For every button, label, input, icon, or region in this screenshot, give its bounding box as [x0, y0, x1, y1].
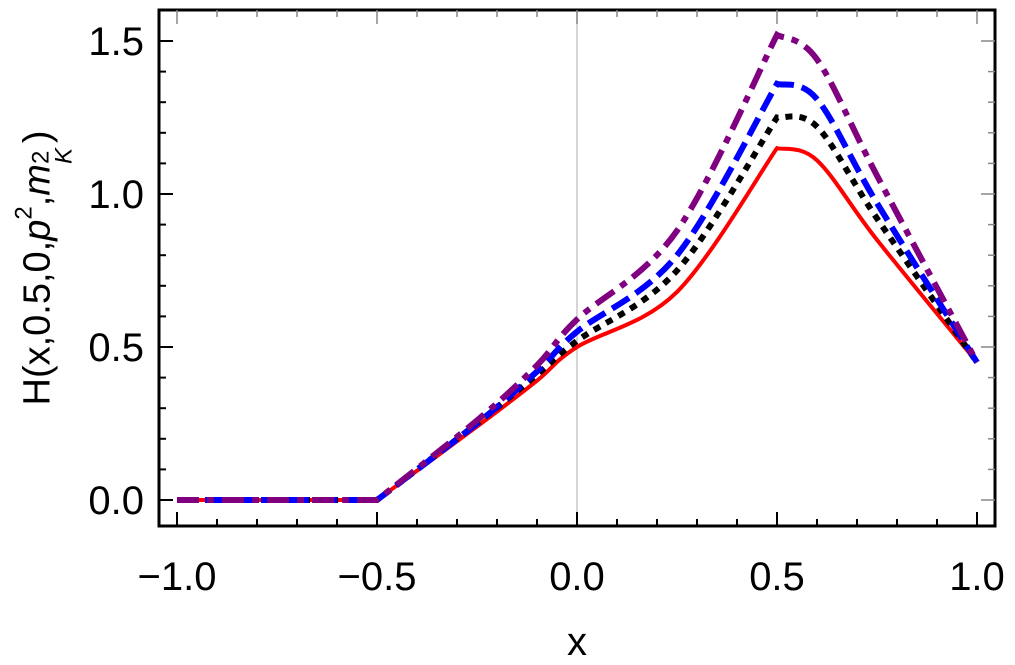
y-tick-label: 0.5 [88, 326, 144, 370]
series-layer [176, 30, 980, 504]
x-tick-label: 0.5 [749, 555, 805, 599]
x-tick-label: −0.5 [338, 555, 417, 599]
x-tick-label: 1.0 [949, 555, 1005, 599]
y-tick-label: 1.0 [88, 173, 144, 217]
y-tick-label: 1.5 [88, 20, 144, 64]
series-purple-dashdot [176, 30, 980, 504]
y-axis-title-container: H(x,0.5,0,p2,m 2 K) [8, 10, 78, 526]
y-axis-title: H(x,0.5,0,p2,m 2 K) [11, 130, 78, 406]
y-title-prefix: H(x,0.5,0, [16, 240, 59, 406]
axis-ticks [159, 10, 995, 526]
y-title-p-sup: 2 [10, 206, 38, 220]
x-tick-label: −1.0 [138, 555, 217, 599]
x-axis-title: x [567, 620, 587, 664]
x-tick-labels: −1.0 −0.5 0.0 0.5 1.0 [138, 555, 1005, 599]
y-title-suffix: ) [16, 130, 59, 144]
y-title-m-sub: K [50, 148, 78, 165]
y-title-p: p [16, 219, 59, 241]
y-title-comma: , [16, 195, 59, 207]
y-title-m: m [16, 164, 59, 196]
x-tick-label: 0.0 [549, 555, 605, 599]
y-tick-labels: 0.0 0.5 1.0 1.5 [88, 20, 144, 523]
y-tick-label: 0.0 [88, 479, 144, 523]
series-blue-dashed [176, 80, 980, 504]
